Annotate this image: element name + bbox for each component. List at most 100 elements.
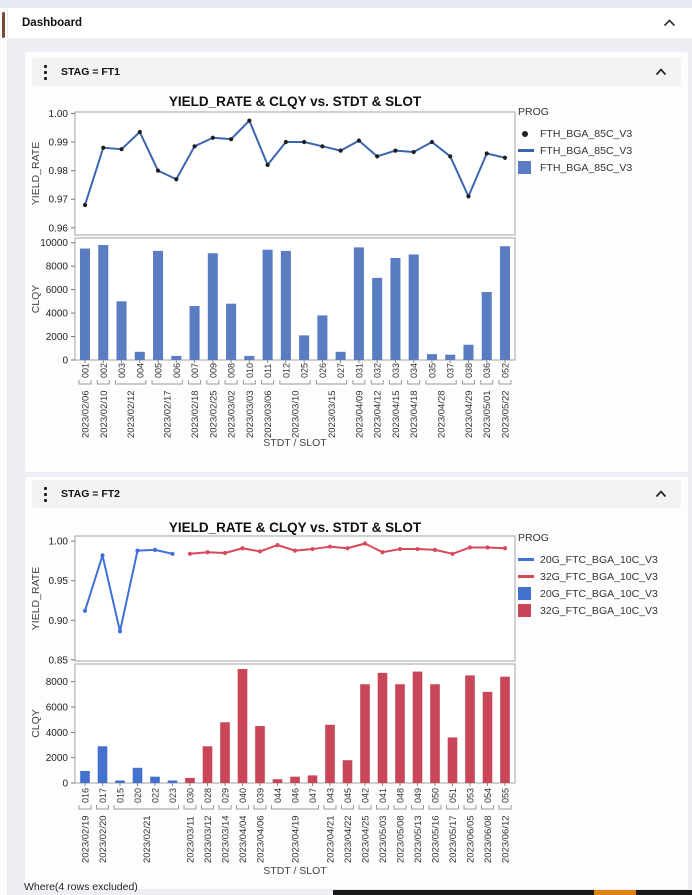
clqy-bar[interactable]: [116, 301, 127, 360]
chevron-up-icon[interactable]: [655, 490, 667, 498]
yield-point[interactable]: [356, 138, 362, 143]
legend-entry[interactable]: FTH_BGA_85C_V3: [518, 142, 690, 159]
clqy-bar[interactable]: [299, 335, 310, 360]
yield-point[interactable]: [119, 147, 124, 152]
yield-point[interactable]: [502, 155, 508, 160]
clqy-bar[interactable]: [377, 672, 388, 783]
clqy-bar[interactable]: [115, 780, 125, 783]
yield-point[interactable]: [310, 546, 315, 552]
clqy-bar[interactable]: [79, 248, 91, 360]
yield-point[interactable]: [393, 148, 398, 153]
clqy-bar[interactable]: [335, 351, 346, 360]
yield-point[interactable]: [155, 168, 161, 173]
clqy-bar[interactable]: [80, 770, 90, 783]
legend-entry[interactable]: 32G_FTC_BGA_10C_V3: [518, 602, 690, 619]
yield-point[interactable]: [485, 545, 490, 550]
yield-point[interactable]: [375, 154, 380, 159]
clqy-bar[interactable]: [465, 675, 475, 783]
yield-line[interactable]: [84, 548, 173, 633]
yield-point[interactable]: [415, 546, 420, 552]
clqy-bar[interactable]: [189, 306, 200, 360]
clqy-bar[interactable]: [272, 779, 283, 783]
drag-handle-icon[interactable]: [42, 64, 49, 81]
yield-point[interactable]: [380, 550, 385, 555]
yield-point[interactable]: [257, 549, 263, 554]
yield-point[interactable]: [283, 139, 288, 145]
ft1-chart[interactable]: YIELD_RATE & CLQY vs. STDT & SLOT 1.00 0.9…: [26, 92, 686, 472]
yield-point[interactable]: [362, 541, 368, 546]
clqy-bar[interactable]: [150, 776, 160, 783]
yield-point[interactable]: [247, 118, 252, 123]
clqy-bar[interactable]: [167, 780, 178, 783]
yield-line[interactable]: [84, 119, 506, 206]
clqy-bar[interactable]: [280, 250, 291, 360]
yield-point[interactable]: [137, 129, 142, 135]
clqy-bar[interactable]: [132, 767, 143, 783]
drag-handle-icon[interactable]: [42, 486, 49, 503]
yield-point[interactable]: [240, 546, 245, 551]
legend-entry[interactable]: FTH_BGA_85C_V3: [518, 159, 690, 176]
yield-plot-frame[interactable]: [74, 535, 516, 662]
clqy-bar[interactable]: [499, 246, 511, 360]
yield-point[interactable]: [397, 546, 403, 552]
clqy-bar[interactable]: [226, 303, 237, 360]
legend-entry[interactable]: FTH_BGA_85C_V3: [518, 125, 690, 142]
chevron-up-icon[interactable]: [655, 68, 667, 76]
clqy-bar[interactable]: [445, 354, 456, 360]
yield-point[interactable]: [450, 551, 455, 556]
yield-point[interactable]: [101, 145, 106, 150]
clqy-bar[interactable]: [185, 777, 195, 783]
clqy-bar[interactable]: [171, 355, 182, 360]
clqy-bar[interactable]: [220, 722, 230, 783]
clqy-bar[interactable]: [447, 737, 458, 783]
clqy-bar[interactable]: [481, 291, 492, 360]
clqy-bar[interactable]: [97, 746, 108, 783]
yield-point[interactable]: [292, 548, 298, 553]
dashboard-header[interactable]: Dashboard: [8, 8, 692, 38]
clqy-bar[interactable]: [390, 257, 401, 360]
yield-point[interactable]: [228, 137, 234, 142]
yield-point[interactable]: [275, 542, 280, 548]
clqy-plot-frame[interactable]: [74, 237, 516, 361]
panel-ft2-header[interactable]: STAG = FT2: [32, 480, 681, 508]
clqy-plot-frame[interactable]: [74, 663, 516, 784]
yield-point[interactable]: [302, 139, 307, 145]
clqy-bar[interactable]: [244, 355, 255, 360]
clqy-bar[interactable]: [342, 760, 353, 783]
yield-point[interactable]: [467, 545, 473, 550]
clqy-bar[interactable]: [482, 691, 493, 783]
yield-point[interactable]: [429, 139, 435, 145]
clqy-bar[interactable]: [134, 351, 145, 360]
yield-point[interactable]: [448, 154, 453, 159]
legend-entry[interactable]: 32G_FTC_BGA_10C_V3: [518, 568, 690, 585]
clqy-bar[interactable]: [500, 676, 510, 783]
clqy-bar[interactable]: [307, 775, 318, 783]
yield-point[interactable]: [502, 546, 508, 551]
left-scrollbar-thumb[interactable]: [2, 12, 5, 38]
clqy-bar[interactable]: [207, 253, 218, 360]
clqy-bar[interactable]: [153, 250, 164, 360]
clqy-bar[interactable]: [360, 684, 370, 783]
yield-point[interactable]: [484, 151, 489, 156]
yield-point[interactable]: [265, 162, 270, 168]
clqy-bar[interactable]: [262, 249, 273, 360]
left-scrollbar[interactable]: [0, 8, 8, 895]
yield-point[interactable]: [411, 149, 416, 155]
yield-point[interactable]: [338, 148, 343, 153]
clqy-bar[interactable]: [412, 671, 423, 783]
yield-point[interactable]: [170, 551, 175, 556]
clqy-bar[interactable]: [430, 684, 440, 783]
legend-entry[interactable]: 20G_FTC_BGA_10C_V3: [518, 551, 690, 568]
yield-point[interactable]: [174, 177, 179, 182]
yield-point[interactable]: [152, 547, 158, 552]
yield-point[interactable]: [466, 194, 471, 199]
yield-plot-frame[interactable]: [74, 111, 516, 236]
yield-point[interactable]: [327, 544, 333, 549]
yield-point[interactable]: [432, 547, 438, 552]
clqy-bar[interactable]: [395, 684, 405, 783]
yield-point[interactable]: [205, 550, 210, 555]
clqy-bar[interactable]: [463, 344, 474, 360]
yield-point[interactable]: [82, 202, 88, 208]
yield-point[interactable]: [320, 144, 325, 149]
yield-point[interactable]: [82, 608, 88, 613]
